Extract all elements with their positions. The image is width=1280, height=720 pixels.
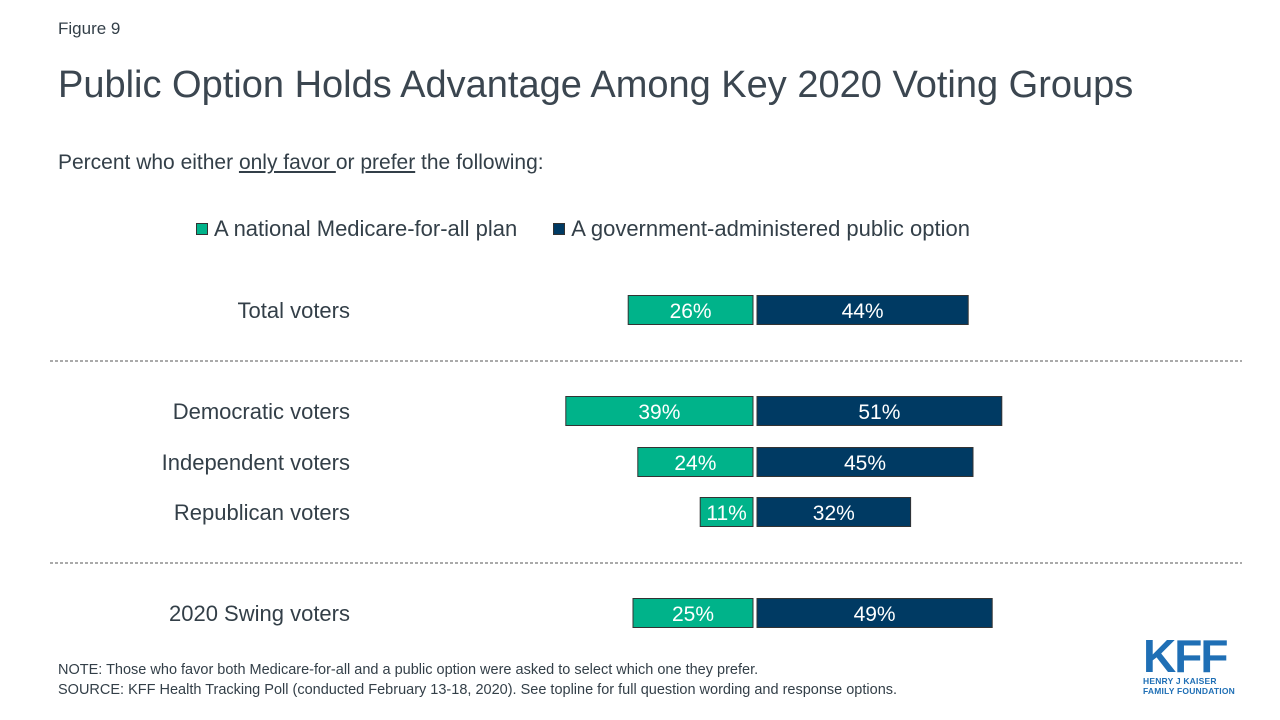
kff-logo: KFF HENRY J KAISER FAMILY FOUNDATION [1143,630,1238,696]
data-label-medicare-democratic-voters: 39% [638,401,680,424]
legend-label-public-option: A government-administered public option [571,216,970,241]
subtitle-suffix: the following: [415,151,544,174]
chart-legend: A national Medicare-for-all plan A gover… [196,216,1006,242]
footer-notes: NOTE: Those who favor both Medicare-for-… [58,660,897,700]
category-label-independent-voters: Independent voters [162,450,350,475]
logo-line2: FAMILY FOUNDATION [1143,686,1236,696]
subtitle-prefix: Percent who either [58,151,239,174]
legend-swatch-medicare [196,223,208,235]
data-label-public-option-democratic-voters: 51% [858,401,900,424]
bar-medicare-democratic-voters [565,396,754,426]
legend-label-medicare: A national Medicare-for-all plan [214,216,518,241]
subtitle-emph-only-favor: only favor [238,151,336,174]
figure-label: Figure 9 [58,19,121,38]
bar-public-option-2020-swing-voters [756,598,993,628]
bar-public-option-republican-voters [756,497,912,527]
data-label-public-option-republican-voters: 32% [813,502,855,525]
data-label-medicare-total-voters: 26% [670,300,712,323]
bar-medicare-total-voters [627,295,754,325]
bar-medicare-republican-voters [699,497,754,527]
bar-medicare-2020-swing-voters [632,598,754,628]
footer-note: NOTE: Those who favor both Medicare-for-… [58,662,759,678]
bar-medicare-independent-voters [637,447,754,477]
data-label-public-option-total-voters: 44% [842,300,884,323]
data-label-medicare-independent-voters: 24% [674,452,716,475]
data-label-medicare-2020-swing-voters: 25% [672,603,714,626]
legend-item-public-option: A government-administered public option [553,216,970,242]
subtitle-middle: or [335,151,361,174]
data-label-medicare-republican-voters: 11% [706,502,746,525]
bar-public-option-democratic-voters [756,396,1003,426]
category-label-total-voters: Total voters [238,298,351,323]
footer-source: SOURCE: KFF Health Tracking Poll (conduc… [58,682,898,698]
category-label-2020-swing-voters: 2020 Swing voters [169,601,350,626]
category-label-democratic-voters: Democratic voters [173,399,350,424]
data-label-public-option-2020-swing-voters: 49% [854,603,896,626]
category-label-republican-voters: Republican voters [174,500,350,525]
legend-item-medicare: A national Medicare-for-all plan [196,216,517,242]
bar-public-option-total-voters [756,295,969,325]
logo-line1: HENRY J KAISER [1143,676,1217,686]
data-label-public-option-independent-voters: 45% [844,452,886,475]
chart-subtitle: Percent who either only favor or prefer … [58,151,544,175]
legend-swatch-public-option [553,223,566,235]
bar-public-option-independent-voters [756,447,974,477]
chart-title: Public Option Holds Advantage Among Key … [58,64,1134,106]
subtitle-emph-prefer: prefer [360,151,416,174]
logo-mark: KFF [1143,630,1228,682]
